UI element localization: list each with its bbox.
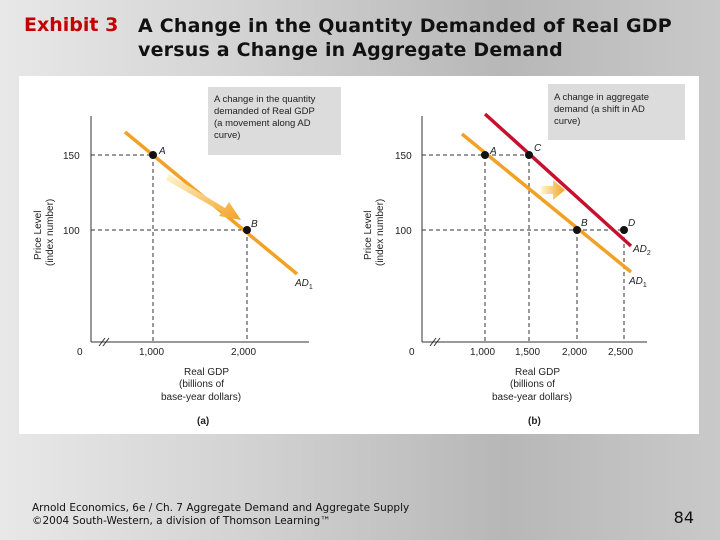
exhibit-label: Exhibit 3 [24, 14, 119, 36]
panel-b-xtick-1000: 1,000 [470, 347, 495, 358]
panel-b-xlabel-2: (billions of [510, 379, 555, 390]
panel-b-ad1-label: AD1 [628, 276, 647, 289]
panel-b-ad2-label: AD2 [632, 244, 651, 257]
panel-a-ylabel-2: (index number) [45, 199, 56, 266]
panel-a-point-b [243, 226, 251, 234]
panel-b-note-box [548, 84, 685, 140]
panel-a-note-line1: A change in the quantity [214, 94, 316, 105]
panel-b-axis-break [429, 337, 437, 347]
panel-a-note-box [208, 87, 341, 155]
panel-b-xtick-2000: 2,000 [562, 347, 587, 358]
panel-a-label: (a) [197, 416, 209, 427]
charts-svg: 150 100 0 1,000 2,000 Price Level (index… [33, 84, 685, 427]
panel-b-ad1-label-main: AD [628, 276, 643, 287]
panel-b-xlabel-3: base-year dollars) [492, 392, 572, 403]
panel-b-point-a-label: A [489, 146, 497, 157]
panel-a-xlabel-2: (billions of [179, 379, 224, 390]
panel-a-ad1-label-sub: 1 [309, 284, 313, 291]
slide-title: A Change in the Quantity Demanded of Rea… [138, 14, 672, 62]
panel-b-origin: 0 [409, 347, 415, 358]
panel-a-point-a-label: A [158, 146, 166, 157]
panel-b-point-c-label: C [534, 143, 542, 154]
panel-b-axis-break-2 [433, 337, 441, 347]
panel-a-xtick-2000: 2,000 [231, 347, 256, 358]
panel-b: 150 100 0 1,000 1,500 2,000 2,500 Price … [363, 84, 685, 427]
panel-b-ad2-label-main: AD [632, 244, 647, 255]
panel-a-xlabel-1: Real GDP [184, 367, 229, 378]
panel-b-point-c [525, 151, 533, 159]
footer-line1: Arnold Economics, 6e / Ch. 7 Aggregate D… [32, 502, 410, 514]
panel-a-note-line3: (a movement along AD [214, 118, 311, 129]
panel-b-point-d [620, 226, 628, 234]
figure-panel: 150 100 0 1,000 2,000 Price Level (index… [19, 76, 699, 434]
panel-a-ytick-100: 100 [63, 226, 80, 237]
panel-a: 150 100 0 1,000 2,000 Price Level (index… [33, 87, 341, 427]
panel-a-axis-break [98, 337, 106, 347]
panel-a-xlabel-3: base-year dollars) [161, 392, 241, 403]
footer: Arnold Economics, 6e / Ch. 7 Aggregate D… [32, 502, 409, 528]
panel-b-ytick-100: 100 [395, 226, 412, 237]
panel-b-note-line3: curve) [554, 116, 580, 127]
slide-title-line2: versus a Change in Aggregate Demand [138, 39, 563, 61]
panel-a-point-b-label: B [251, 219, 258, 230]
panel-b-label: (b) [528, 416, 541, 427]
panel-a-ytick-150: 150 [63, 151, 80, 162]
slide-title-line1: A Change in the Quantity Demanded of Rea… [138, 15, 672, 37]
panel-a-axis-break-2 [102, 337, 110, 347]
page-number: 84 [673, 508, 694, 527]
panel-b-ad2-label-sub: 2 [647, 250, 651, 257]
panel-b-xlabel-1: Real GDP [515, 367, 560, 378]
panel-a-ad1-label: AD1 [294, 278, 313, 291]
panel-a-ylabel-1: Price Level [33, 211, 44, 260]
panel-a-xtick-1000: 1,000 [139, 347, 164, 358]
panel-b-note-line1: A change in aggregate [554, 92, 649, 103]
panel-b-point-d-label: D [628, 218, 635, 229]
panel-a-point-a [149, 151, 157, 159]
panel-b-note-line2: demand (a shift in AD [554, 104, 645, 115]
panel-b-ytick-150: 150 [395, 151, 412, 162]
panel-b-xtick-1500: 1,500 [515, 347, 540, 358]
panel-a-movement-arrow [166, 174, 241, 220]
panel-b-shift-arrow [541, 180, 565, 200]
panel-b-xtick-2500: 2,500 [608, 347, 633, 358]
panel-a-note-line2: demanded of Real GDP [214, 106, 315, 117]
panel-b-ad1-curve [460, 132, 633, 274]
panel-b-ad1-label-sub: 1 [643, 282, 647, 289]
panel-b-point-b-label: B [581, 218, 588, 229]
footer-line2: ©2004 South-Western, a division of Thoms… [32, 515, 331, 527]
panel-b-point-b [573, 226, 581, 234]
panel-a-origin: 0 [77, 347, 83, 358]
panel-a-note-line4: curve) [214, 130, 240, 141]
panel-b-point-a [481, 151, 489, 159]
panel-a-ad1-label-main: AD [294, 278, 309, 289]
panel-b-ylabel-2: (index number) [375, 199, 386, 266]
panel-b-ylabel-1: Price Level [363, 211, 374, 260]
panel-b-ad2-curve [483, 112, 633, 248]
